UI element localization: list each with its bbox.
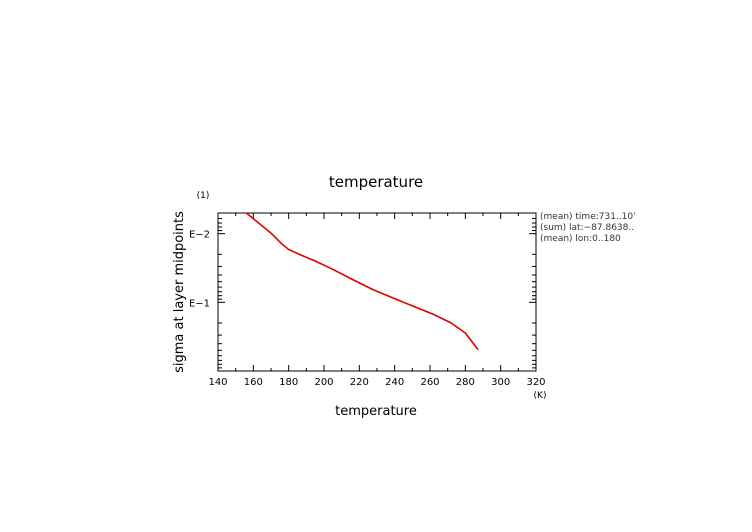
x-tick-label: 220 — [350, 377, 369, 388]
y-tick-label: E−2 — [189, 230, 210, 241]
chart-title: temperature — [329, 173, 423, 191]
x-tick-label: 260 — [420, 377, 439, 388]
x-tick-label: 140 — [208, 377, 227, 388]
x-tick-label: 240 — [385, 377, 404, 388]
temperature-profile-line — [245, 212, 479, 350]
y-tick-label: E−1 — [189, 298, 210, 309]
y-unit-label: (1) — [197, 191, 210, 201]
x-tick-label: 160 — [244, 377, 263, 388]
y-axis-label: sigma at layer midpoints — [172, 211, 187, 373]
annotation-lat: (sum) lat:−87.8638.. — [540, 223, 634, 233]
x-tick-label: 180 — [279, 377, 298, 388]
annotation-time: (mean) time:731..10’ — [540, 212, 636, 222]
x-tick-label: 280 — [456, 377, 475, 388]
x-tick-label: 320 — [526, 377, 545, 388]
x-tick-label: 300 — [491, 377, 510, 388]
x-unit-label: (K) — [534, 391, 547, 401]
annotation-lon: (mean) lon:0..180 — [540, 234, 621, 244]
x-axis-label: temperature — [335, 404, 417, 419]
x-tick-label: 200 — [314, 377, 333, 388]
